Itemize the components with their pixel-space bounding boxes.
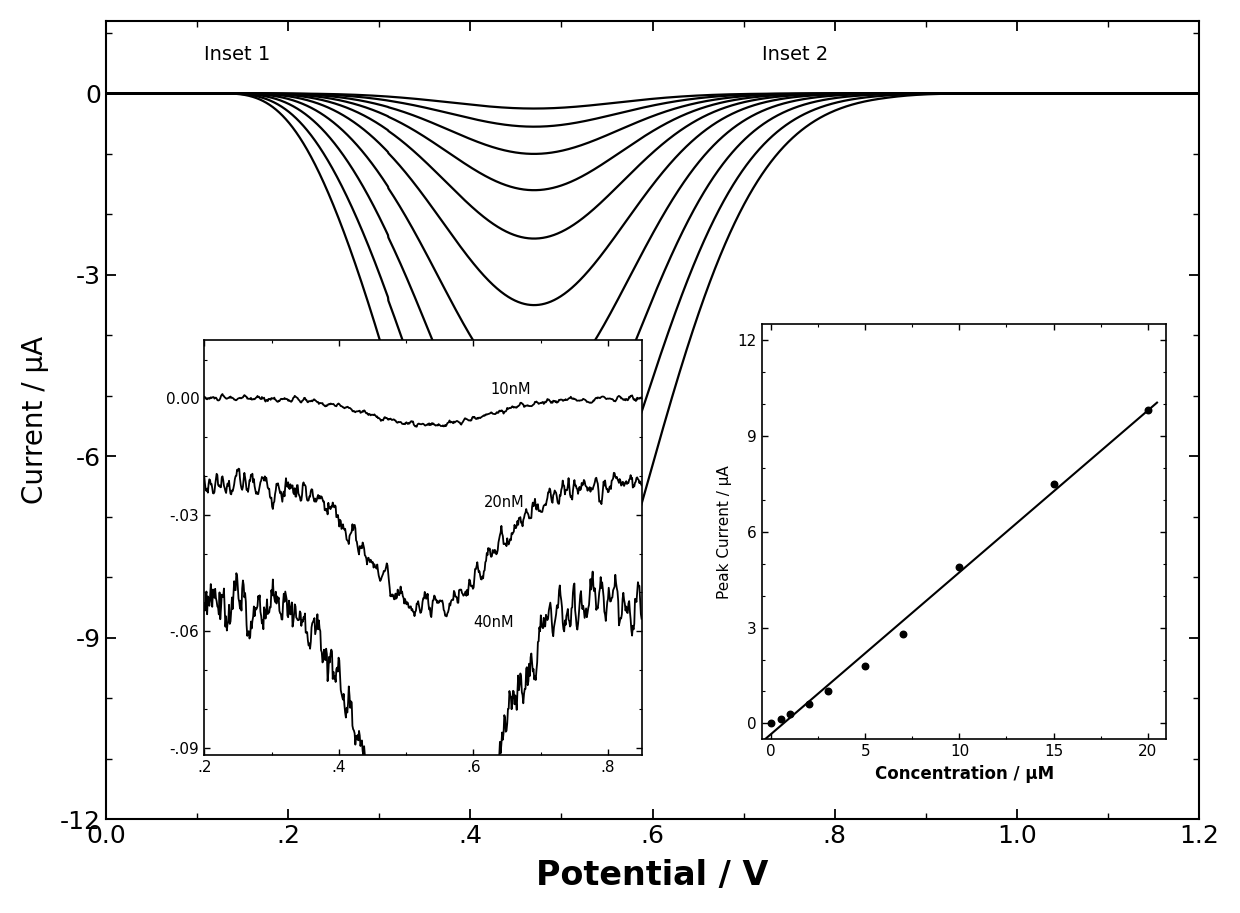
X-axis label: Potential / V: Potential / V — [537, 859, 769, 892]
Text: Inset 2: Inset 2 — [761, 45, 828, 64]
Y-axis label: Current / μA: Current / μA — [21, 336, 48, 504]
Text: Inset 1: Inset 1 — [205, 45, 270, 64]
